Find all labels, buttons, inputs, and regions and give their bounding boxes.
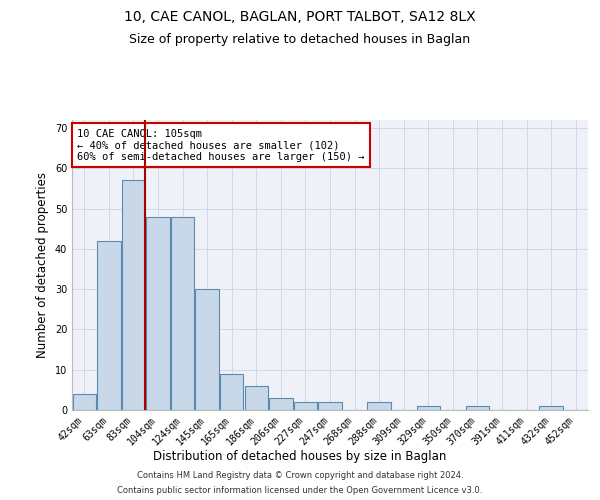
Text: 10 CAE CANOL: 105sqm
← 40% of detached houses are smaller (102)
60% of semi-deta: 10 CAE CANOL: 105sqm ← 40% of detached h… (77, 128, 365, 162)
Bar (416, 406, 440, 410)
Bar (245, 386, 268, 410)
Bar (73, 394, 96, 410)
Bar (97, 241, 121, 410)
Text: 10, CAE CANOL, BAGLAN, PORT TALBOT, SA12 8LX: 10, CAE CANOL, BAGLAN, PORT TALBOT, SA12… (124, 10, 476, 24)
Bar (146, 216, 170, 410)
Bar (269, 398, 293, 410)
Y-axis label: Number of detached properties: Number of detached properties (36, 172, 49, 358)
Bar (367, 402, 391, 410)
Text: Contains public sector information licensed under the Open Government Licence v3: Contains public sector information licen… (118, 486, 482, 495)
Text: Size of property relative to detached houses in Baglan: Size of property relative to detached ho… (130, 32, 470, 46)
Bar (294, 402, 317, 410)
Bar (539, 406, 563, 410)
Bar (466, 406, 489, 410)
Bar (319, 402, 341, 410)
Bar (171, 216, 194, 410)
Bar (122, 180, 145, 410)
Text: Contains HM Land Registry data © Crown copyright and database right 2024.: Contains HM Land Registry data © Crown c… (137, 471, 463, 480)
Text: Distribution of detached houses by size in Baglan: Distribution of detached houses by size … (154, 450, 446, 463)
Bar (220, 374, 244, 410)
Bar (196, 289, 219, 410)
